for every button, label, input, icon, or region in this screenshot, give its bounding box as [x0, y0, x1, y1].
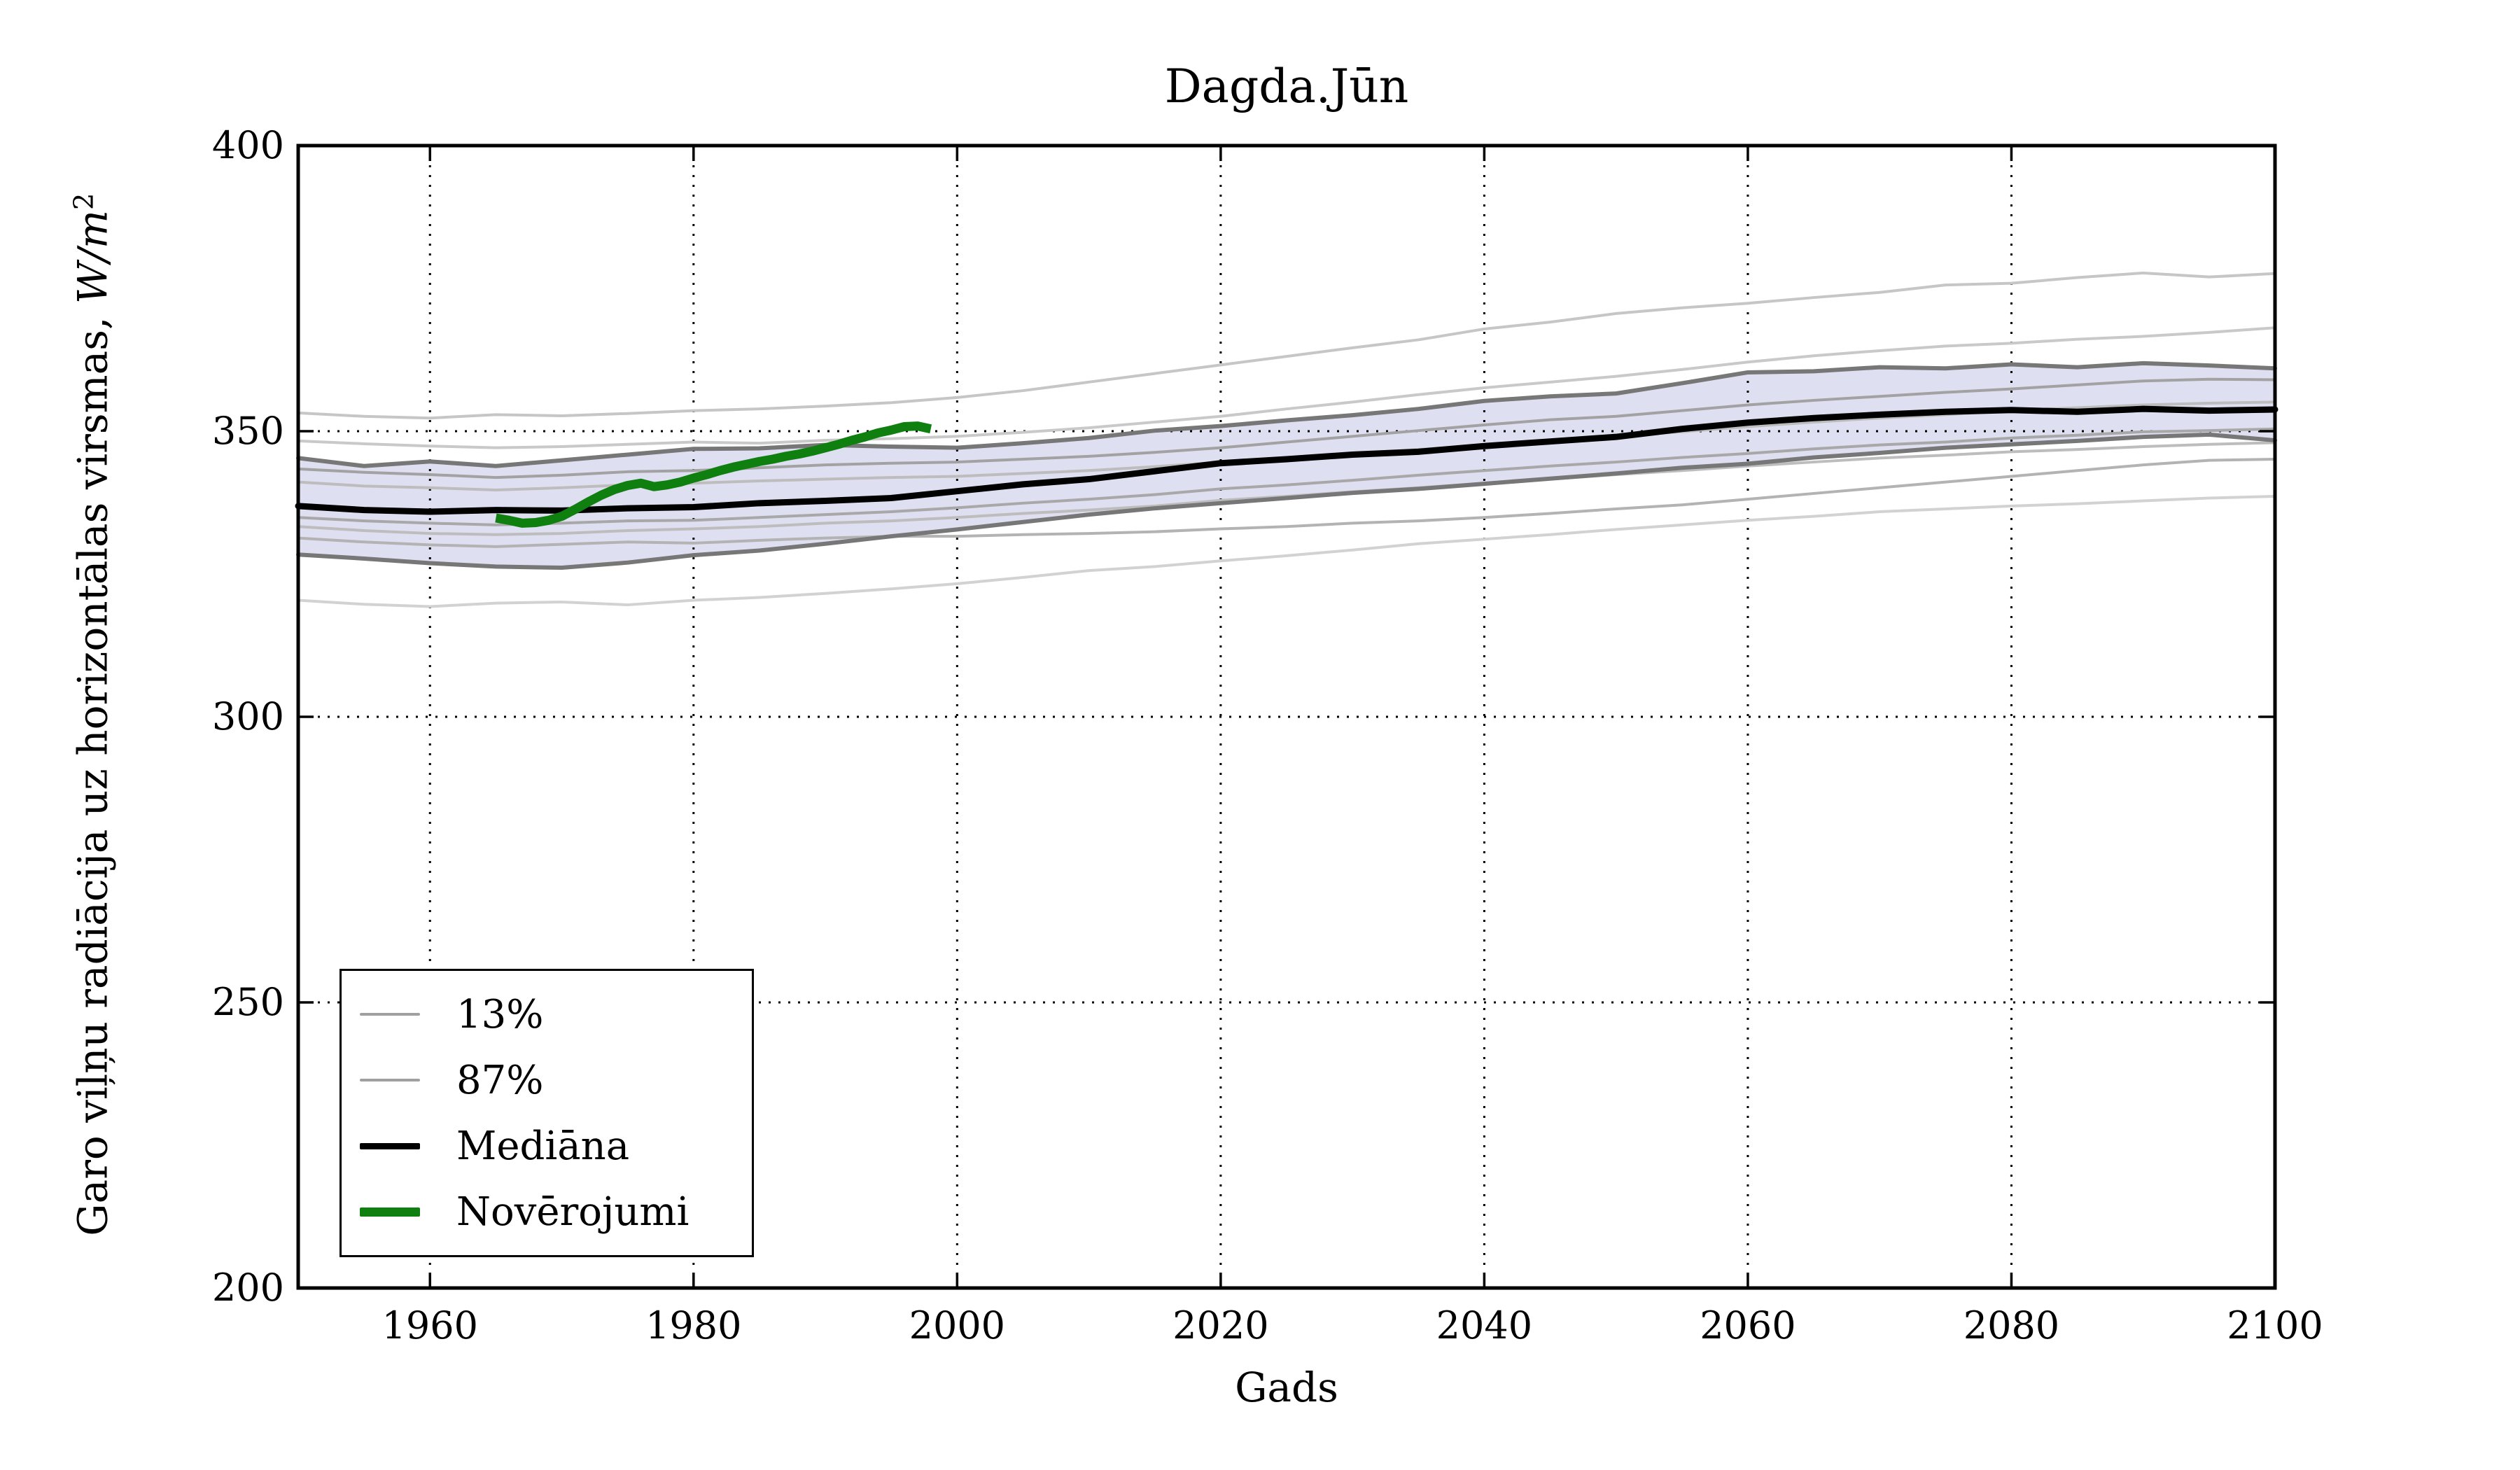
- y-tick-label: 300: [212, 694, 284, 738]
- x-tick-label: 2060: [1700, 1303, 1795, 1348]
- x-tick-label: 1980: [645, 1303, 741, 1348]
- tick-label-layer: 1960 1980 2000 2020 2040 2060 2080 2100 200 250 30…: [212, 123, 2323, 1348]
- data-series-layer: [295, 271, 2278, 608]
- x-tick-label: 2000: [909, 1303, 1005, 1348]
- legend-swatch-mediana: [360, 1142, 420, 1149]
- legend-swatch-87pct: [360, 1079, 420, 1082]
- y-axis-unit-exponent: 2: [68, 192, 100, 210]
- band-lower-edge: [296, 432, 2277, 570]
- percentile-line: [297, 495, 2276, 608]
- y-tick-label: 350: [212, 409, 284, 453]
- legend-label-87pct: 87%: [456, 1057, 544, 1103]
- legend-swatch-noverojumi: [360, 1207, 420, 1217]
- y-axis-label: Garo viļņu radiācija uz horizontālas vir…: [68, 190, 116, 1240]
- x-tick-label: 2020: [1172, 1303, 1268, 1348]
- legend-label-mediana: Mediāna: [456, 1123, 630, 1169]
- percentile-line: [297, 271, 2276, 420]
- chart-title: Dagda.Jūn: [1164, 59, 1409, 113]
- x-tick-label: 2080: [1963, 1303, 2059, 1348]
- percentile-line: [297, 457, 2276, 548]
- tick-layer: [298, 144, 2276, 1289]
- legend: 13% 87% Mediāna Novērojumi: [340, 969, 754, 1257]
- percentile-line: [297, 377, 2276, 479]
- y-tick-label: 250: [212, 980, 284, 1024]
- legend-label-noverojumi: Novērojumi: [456, 1189, 690, 1235]
- legend-item-mediana: Mediāna: [342, 1114, 752, 1178]
- x-axis-label: Gads: [1235, 1364, 1338, 1411]
- y-tick-label: 400: [212, 123, 284, 167]
- x-tick-label: 2100: [2227, 1303, 2323, 1348]
- y-axis-unit: W/m: [69, 209, 117, 304]
- band-upper-edge: [296, 360, 2277, 468]
- y-axis-label-text: Garo viļņu radiācija uz horizontālas vir…: [69, 304, 117, 1236]
- legend-item-noverojumi: Novērojumi: [342, 1180, 752, 1244]
- legend-item-13pct: 13%: [342, 982, 752, 1046]
- percentile-line: [297, 427, 2276, 526]
- median-line: [295, 405, 2278, 515]
- percentile-line: [297, 326, 2276, 449]
- legend-label-13pct: 13%: [456, 991, 544, 1037]
- uncertainty-band-fill: [298, 363, 2275, 568]
- legend-swatch-13pct: [360, 1013, 420, 1016]
- legend-item-87pct: 87%: [342, 1048, 752, 1112]
- observations-line: [495, 421, 932, 528]
- y-tick-label: 200: [212, 1266, 284, 1310]
- uncertainty-band-layer: [298, 363, 2275, 568]
- x-tick-label: 1960: [382, 1303, 478, 1348]
- x-tick-label: 2040: [1436, 1303, 1532, 1348]
